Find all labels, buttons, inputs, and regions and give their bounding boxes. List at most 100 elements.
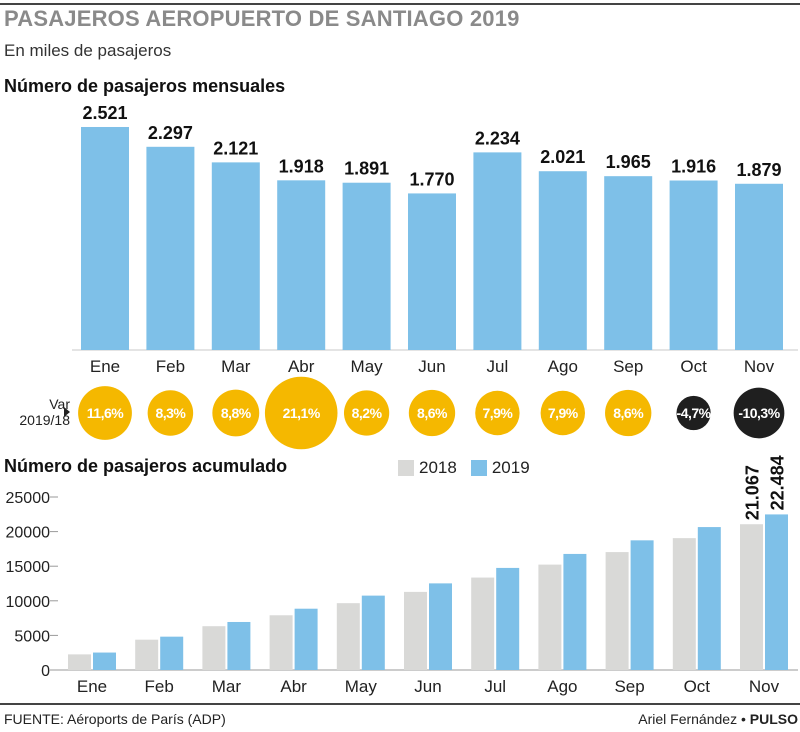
cumulative-bar-2019 bbox=[630, 540, 654, 670]
y-axis-tick-label: 25000 bbox=[6, 490, 51, 507]
monthly-month-label: Jul bbox=[487, 357, 509, 376]
monthly-value-label: 2.297 bbox=[148, 123, 193, 143]
variation-label: 21,1% bbox=[283, 405, 321, 421]
monthly-month-label: Mar bbox=[221, 357, 251, 376]
variation-label: 8,8% bbox=[221, 405, 252, 421]
cumulative-month-label: Oct bbox=[684, 677, 711, 696]
credit: Ariel Fernández • PULSO bbox=[638, 711, 798, 727]
cumulative-bar-2018 bbox=[336, 603, 360, 670]
monthly-bar bbox=[473, 152, 522, 350]
cumulative-bar-2018 bbox=[404, 591, 427, 670]
cumulative-month-label: Abr bbox=[280, 677, 307, 696]
monthly-value-label: 2.234 bbox=[475, 128, 520, 148]
variation-circle bbox=[212, 389, 260, 437]
variation-circle bbox=[343, 390, 390, 436]
monthly-month-label: Jun bbox=[418, 357, 445, 376]
cumulative-bar-2018 bbox=[471, 577, 495, 670]
cumulative-bar-2019 bbox=[697, 527, 721, 670]
monthly-chart-title: Número de pasajeros mensuales bbox=[4, 76, 286, 96]
cumulative-bar-2018 bbox=[740, 524, 763, 670]
monthly-value-label: 2.021 bbox=[540, 147, 585, 167]
chart-legend: 2018 2019 bbox=[398, 458, 544, 478]
cumulative-bar-2019 bbox=[563, 553, 587, 670]
cumulative-bar-2019 bbox=[765, 514, 788, 670]
variation-label: 7,9% bbox=[482, 405, 513, 421]
cumulative-bar-2018 bbox=[135, 639, 159, 670]
page-subtitle: En miles de pasajeros bbox=[4, 41, 172, 60]
monthly-month-label: Oct bbox=[680, 357, 707, 376]
variation-circle bbox=[676, 395, 711, 431]
variation-label: 11,6% bbox=[87, 405, 124, 421]
variation-label: -4,7% bbox=[677, 405, 712, 421]
cumulative-month-label: Mar bbox=[212, 677, 242, 696]
cumulative-bar-2018 bbox=[672, 538, 696, 670]
variation-pointer-icon bbox=[64, 407, 70, 417]
variation-circle bbox=[540, 390, 586, 436]
variation-circle bbox=[78, 386, 132, 440]
monthly-bar bbox=[538, 171, 587, 350]
monthly-bar bbox=[342, 182, 391, 350]
cumulative-bar-2019 bbox=[361, 595, 385, 670]
monthly-bar bbox=[146, 146, 195, 350]
cumulative-value-label-2019: 22.484 bbox=[768, 455, 788, 510]
cumulative-chart-title: Número de pasajeros acumulado bbox=[4, 456, 288, 476]
monthly-month-label: Abr bbox=[288, 357, 315, 376]
variation-label: 8,2% bbox=[352, 405, 383, 421]
variation-circle bbox=[733, 387, 785, 439]
monthly-month-label: Nov bbox=[744, 357, 775, 376]
cumulative-month-label: Sep bbox=[614, 677, 644, 696]
monthly-month-label: Ago bbox=[548, 357, 578, 376]
legend-swatch-2018 bbox=[398, 460, 414, 476]
y-axis-tick-label: 5000 bbox=[14, 628, 50, 645]
monthly-bar bbox=[604, 176, 653, 350]
monthly-value-label: 2.521 bbox=[82, 103, 127, 123]
credit-separator: • bbox=[740, 711, 746, 727]
cumulative-bar-2019 bbox=[227, 621, 251, 670]
credit-author: Ariel Fernández bbox=[638, 711, 738, 727]
variation-circle bbox=[408, 389, 456, 437]
monthly-month-label: Sep bbox=[613, 357, 643, 376]
monthly-value-label: 1.918 bbox=[279, 156, 324, 176]
monthly-bar bbox=[735, 183, 783, 350]
monthly-month-label: Feb bbox=[156, 357, 185, 376]
cumulative-bar-2019 bbox=[93, 652, 116, 670]
page-title: PASAJEROS AEROPUERTO DE SANTIAGO 2019 bbox=[4, 6, 520, 31]
footer-rule bbox=[0, 703, 800, 705]
variation-circle bbox=[605, 389, 652, 437]
monthly-value-label: 1.879 bbox=[736, 160, 781, 180]
legend-item-2019: 2019 bbox=[470, 458, 530, 478]
cumulative-bar-2018 bbox=[269, 615, 293, 670]
variation-label: 7,9% bbox=[548, 405, 579, 421]
monthly-month-label: May bbox=[351, 357, 384, 376]
credit-brand: PULSO bbox=[749, 711, 798, 727]
y-axis-tick-label: 10000 bbox=[6, 594, 51, 611]
cumulative-bar-2018 bbox=[538, 564, 562, 670]
variation-label: 8,3% bbox=[155, 405, 186, 421]
monthly-value-label: 1.916 bbox=[671, 157, 716, 177]
monthly-value-label: 1.770 bbox=[409, 169, 454, 189]
monthly-month-label: Ene bbox=[90, 357, 120, 376]
monthly-bar bbox=[408, 193, 456, 350]
legend-swatch-2019 bbox=[470, 460, 487, 476]
cumulative-month-label: May bbox=[345, 677, 378, 696]
variation-circle bbox=[147, 390, 194, 436]
cumulative-bar-2019 bbox=[160, 636, 184, 670]
cumulative-month-label: Feb bbox=[145, 677, 174, 696]
variation-label-line2: 2019/18 bbox=[19, 412, 70, 428]
monthly-value-label: 2.121 bbox=[213, 138, 258, 158]
monthly-value-label: 1.891 bbox=[344, 159, 389, 179]
cumulative-month-label: Jun bbox=[414, 677, 441, 696]
cumulative-bar-2018 bbox=[605, 552, 629, 670]
top-rule bbox=[0, 3, 800, 5]
cumulative-month-label: Ago bbox=[547, 677, 577, 696]
cumulative-bar-2018 bbox=[68, 654, 91, 670]
monthly-bar bbox=[277, 180, 326, 350]
legend-label-2019: 2019 bbox=[491, 458, 530, 477]
variation-circle bbox=[264, 376, 338, 450]
cumulative-bar-2019 bbox=[429, 583, 452, 670]
cumulative-month-label: Nov bbox=[749, 677, 780, 696]
y-axis-tick-label: 15000 bbox=[6, 559, 51, 576]
cumulative-month-label: Jul bbox=[484, 677, 506, 696]
cumulative-month-label: Ene bbox=[77, 677, 107, 696]
